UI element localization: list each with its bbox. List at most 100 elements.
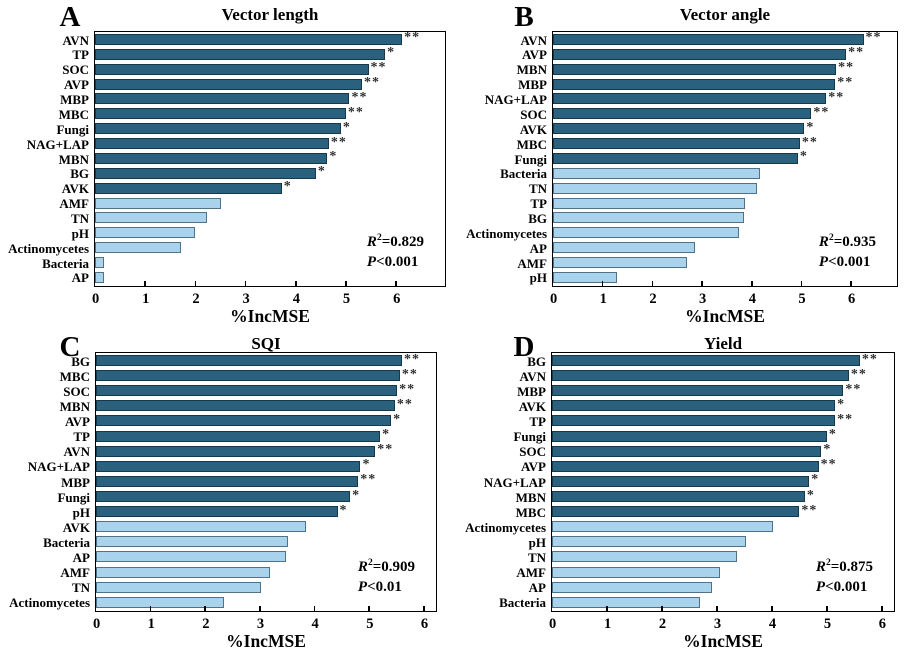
bar-soc xyxy=(96,385,398,397)
stats-annotation: R2=0.875 P<0.001 xyxy=(816,558,873,597)
p-value: P<0.01 xyxy=(357,578,402,595)
significance-marker: ** xyxy=(399,381,416,397)
significance-marker: ** xyxy=(861,351,878,367)
significance-marker: * xyxy=(393,411,402,427)
significance-marker: * xyxy=(317,164,326,180)
category-label: NAG+LAP xyxy=(27,459,90,475)
bar-bacteria xyxy=(96,536,288,548)
category-label: AMF xyxy=(60,565,90,581)
significance-marker: ** xyxy=(351,89,368,105)
x-tick-label: 4 xyxy=(311,616,319,632)
bar-avk xyxy=(95,182,282,194)
category-label: BG xyxy=(528,210,547,226)
category-label: SOC xyxy=(62,62,89,78)
bar-actinomycetes xyxy=(96,596,225,608)
bar-bg xyxy=(96,355,402,367)
category-label: AVN xyxy=(520,32,548,48)
bar-avn xyxy=(95,33,403,45)
category-label: NAG+LAP xyxy=(484,92,547,108)
category-label: MBP xyxy=(517,383,546,399)
stats-annotation: R2=0.935 P<0.001 xyxy=(819,233,876,272)
category-label: SOC xyxy=(520,106,547,122)
bar-mbp xyxy=(95,93,350,105)
significance-marker: ** xyxy=(370,60,387,76)
bar-actinomycetes xyxy=(552,521,773,533)
category-label: pH xyxy=(71,225,89,241)
bar-bacteria xyxy=(95,256,105,268)
category-label: AVK xyxy=(518,398,546,414)
p-value: P<0.001 xyxy=(366,253,419,270)
chart-panel-c: C SQI BG MBC SOC MBN AVP TP AVN NAG+LAP MBP Fungi pH… xyxy=(0,327,453,654)
bar-soc xyxy=(552,445,822,457)
category-label: AMF xyxy=(517,255,547,271)
x-axis-tick xyxy=(423,606,425,611)
x-axis-tick xyxy=(701,281,703,286)
x-tick-label: 2 xyxy=(649,291,657,307)
bar-amf xyxy=(96,566,270,578)
bar-nag-lap xyxy=(96,460,361,472)
bar-soc xyxy=(553,108,812,120)
category-label: TN xyxy=(70,210,89,226)
x-axis-tick xyxy=(368,606,371,611)
bar-avn xyxy=(553,33,864,45)
bar-bacteria xyxy=(553,167,760,179)
x-tick-label: 0 xyxy=(92,616,101,632)
bar-mbp xyxy=(553,78,836,90)
bar-tn xyxy=(96,581,262,593)
x-tick-label: 3 xyxy=(699,291,707,307)
x-tick-label: 0 xyxy=(548,616,557,632)
x-tick-label: 1 xyxy=(147,616,155,632)
bar-mbp xyxy=(552,385,844,397)
x-axis-tick xyxy=(294,281,297,286)
category-label: Actinomycetes xyxy=(466,225,547,241)
significance-marker: * xyxy=(362,457,371,473)
significance-marker: ** xyxy=(848,45,865,61)
bar-amf xyxy=(553,256,688,268)
significance-marker: ** xyxy=(845,381,862,397)
bar-avp xyxy=(552,460,819,472)
category-label: AP xyxy=(529,240,547,256)
bar-amf xyxy=(95,197,222,209)
category-label: AVK xyxy=(61,181,89,197)
bar-mbc xyxy=(553,138,800,150)
category-label: MBC xyxy=(58,106,89,122)
bar-bg xyxy=(552,355,860,367)
x-tick-label: 0 xyxy=(549,291,558,307)
x-axis-tick xyxy=(716,606,718,611)
significance-marker: ** xyxy=(404,351,420,367)
r-squared-value: R2=0.829 xyxy=(366,233,424,250)
bar-nag-lap xyxy=(95,138,329,150)
category-label: SOC xyxy=(63,383,90,399)
significance-marker: ** xyxy=(401,366,418,382)
significance-marker: * xyxy=(806,487,815,503)
category-label: Bacteria xyxy=(499,595,546,611)
significance-marker: * xyxy=(342,119,351,135)
significance-marker: ** xyxy=(837,411,854,427)
bar-tn xyxy=(552,551,737,563)
x-tick-label: 1 xyxy=(599,291,607,307)
x-axis-tick xyxy=(850,281,852,286)
significance-marker: ** xyxy=(865,30,882,46)
category-label: AVK xyxy=(62,519,90,535)
significance-marker: * xyxy=(799,149,808,165)
r-squared-value: R2=0.935 xyxy=(818,233,876,250)
significance-marker: * xyxy=(339,502,348,518)
significance-marker: ** xyxy=(404,30,421,46)
significance-marker: ** xyxy=(360,472,377,488)
bar-mbn xyxy=(96,400,395,412)
category-label: pH xyxy=(72,504,90,520)
category-label: Bacteria xyxy=(500,166,547,182)
x-axis-label: %IncMSE xyxy=(685,306,765,326)
chart-title: Vector angle xyxy=(679,5,771,24)
significance-marker: * xyxy=(811,472,820,488)
bar-tp xyxy=(96,430,381,442)
plot-area: ***************** xyxy=(551,352,895,612)
bar-avp xyxy=(95,78,362,90)
chart-panel-d: D Yield BG AVN MBP AVK TP Fungi SOC AVP NAG+LAP MBN… xyxy=(454,327,907,654)
category-label: MBP xyxy=(61,474,90,490)
x-axis-tick xyxy=(345,281,347,286)
x-axis-label: %IncMSE xyxy=(230,306,310,326)
category-label: TP xyxy=(73,429,90,445)
bar-mbn xyxy=(553,63,837,75)
x-tick-label: 3 xyxy=(242,291,250,307)
